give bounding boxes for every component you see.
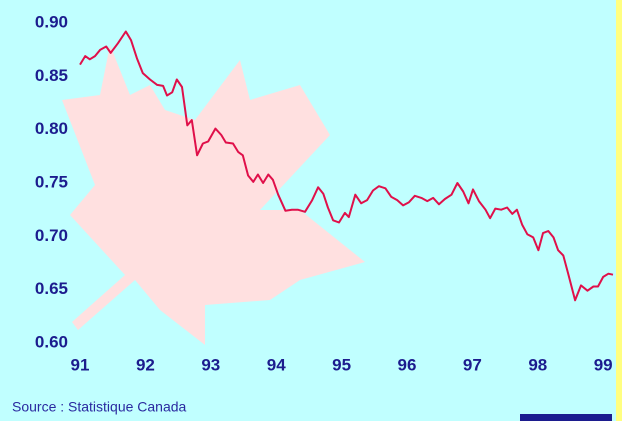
page: {"chart_data": {"type": "line", "source"… xyxy=(0,0,622,421)
x-tick-label: 92 xyxy=(136,355,155,374)
x-tick-label: 91 xyxy=(71,355,90,374)
x-tick-label: 96 xyxy=(398,355,417,374)
x-tick-label: 95 xyxy=(332,355,351,374)
x-tick-label: 93 xyxy=(201,355,220,374)
edge-strip xyxy=(616,0,622,421)
y-tick-label: 0.90 xyxy=(35,12,68,31)
chart: Source : Statistique Canada 0.60 0.65 0.70… xyxy=(0,0,622,421)
y-tick-label: 0.75 xyxy=(35,172,68,191)
x-tick-label: 94 xyxy=(267,355,286,374)
y-tick-label: 0.65 xyxy=(35,279,68,298)
footer-bar xyxy=(520,414,612,421)
x-tick-label: 98 xyxy=(528,355,547,374)
source-note: Source : Statistique Canada xyxy=(12,399,187,415)
y-tick-label: 0.80 xyxy=(35,119,68,138)
x-tick-label: 97 xyxy=(463,355,482,374)
y-tick-label: 0.85 xyxy=(35,66,68,85)
y-tick-label: 0.70 xyxy=(35,226,68,245)
y-tick-label: 0.60 xyxy=(35,332,68,351)
maple-leaf xyxy=(62,45,365,345)
x-tick-label: 99 xyxy=(594,355,613,374)
